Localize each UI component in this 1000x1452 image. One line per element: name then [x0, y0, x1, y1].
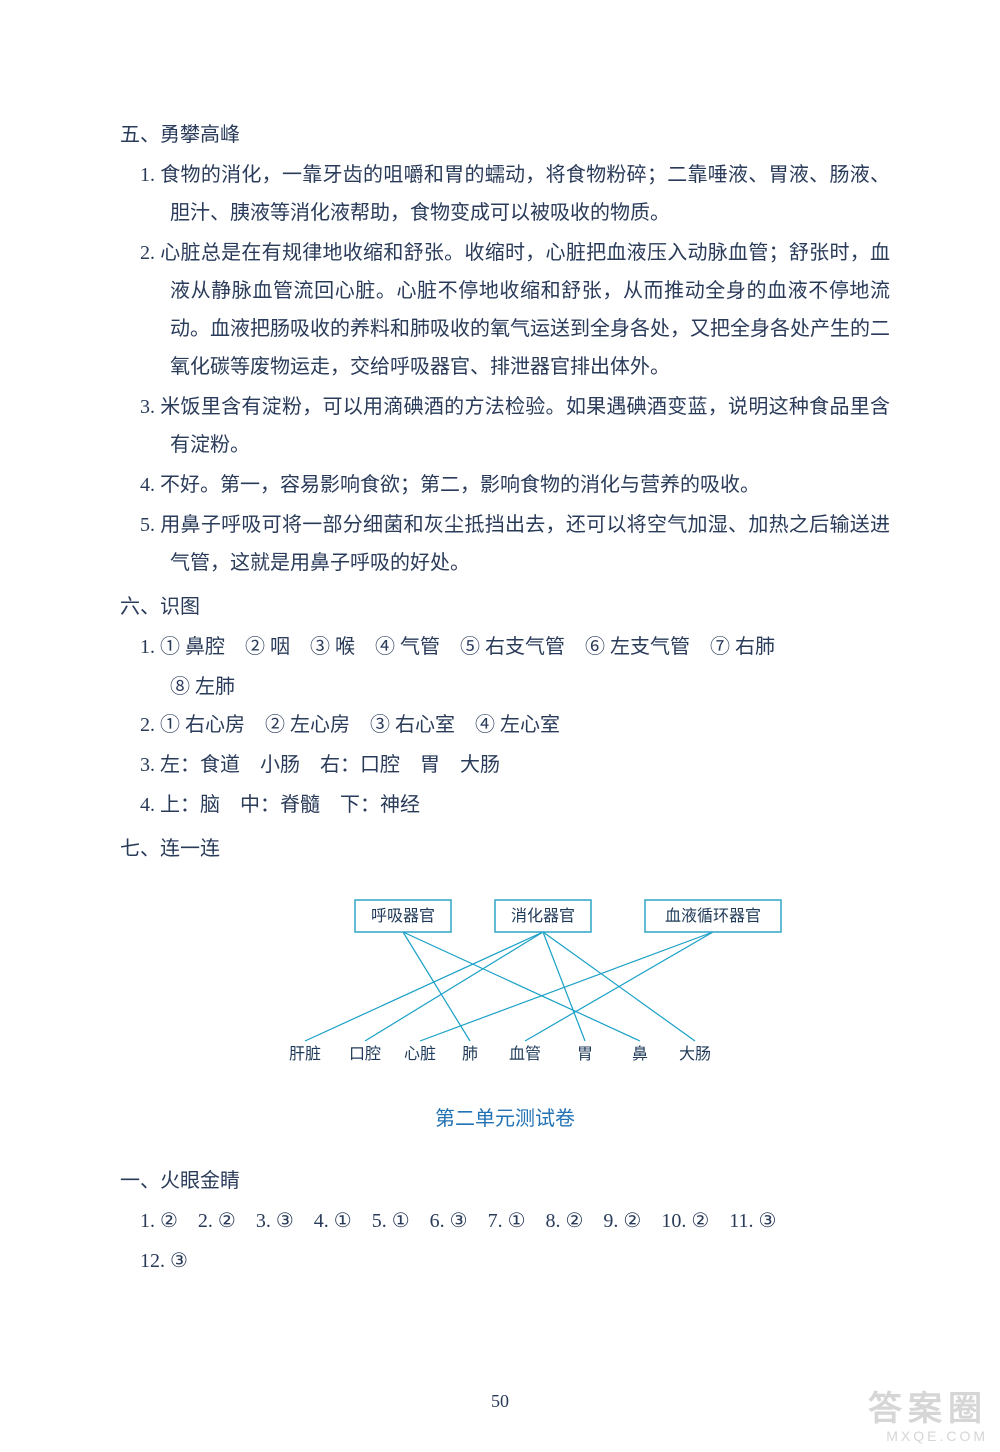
- section-seven-title: 七、连一连: [120, 830, 890, 868]
- six-item-1a: 1. ① 鼻腔 ② 咽 ③ 喉 ④ 气管 ⑤ 右支气管 ⑥ 左支气管 ⑦ 右肺: [120, 628, 890, 666]
- six-item-3: 3. 左：食道 小肠 右：口腔 胃 大肠: [120, 746, 890, 784]
- six-item-1b: ⑧ 左肺: [120, 668, 890, 706]
- diagram-bottom-label: 血管: [509, 1045, 541, 1063]
- five-item-3: 3. 米饭里含有淀粉，可以用滴碘酒的方法检验。如果遇碘酒变蓝，说明这种食品里含有…: [120, 388, 890, 464]
- diagram-bottom-label: 大肠: [679, 1045, 711, 1063]
- unit2-line2: 12. ③: [120, 1242, 890, 1280]
- diagram-top-label: 消化器官: [511, 907, 575, 925]
- watermark-line2: MXQE.COM: [868, 1429, 988, 1444]
- matching-diagram: 呼吸器官 消化器官 血液循环器官肝脏 口腔 心脏 肺 血管 胃 鼻 大肠: [225, 880, 785, 1080]
- diagram-bottom-label: 口腔: [349, 1045, 381, 1063]
- page-content: 五、勇攀高峰 1. 食物的消化，一靠牙齿的咀嚼和胃的蠕动，将食物粉碎；二靠唾液、…: [120, 110, 890, 1282]
- page-number: 50: [0, 1391, 1000, 1412]
- five-item-1: 1. 食物的消化，一靠牙齿的咀嚼和胃的蠕动，将食物粉碎；二靠唾液、胃液、肠液、胆…: [120, 156, 890, 232]
- matching-diagram-wrap: 呼吸器官 消化器官 血液循环器官肝脏 口腔 心脏 肺 血管 胃 鼻 大肠: [120, 880, 890, 1080]
- diagram-edge: [365, 932, 543, 1041]
- six-item-4: 4. 上：脑 中：脊髓 下：神经: [120, 786, 890, 824]
- diagram-bottom-label: 胃: [577, 1046, 593, 1063]
- diagram-top-label: 血液循环器官: [665, 907, 761, 925]
- section-six-title: 六、识图: [120, 588, 890, 626]
- diagram-bottom-label: 鼻: [632, 1045, 648, 1063]
- diagram-bottom-label: 心脏: [404, 1045, 436, 1063]
- watermark: 答案圈 MXQE.COM: [868, 1391, 988, 1444]
- diagram-edge: [403, 932, 640, 1041]
- five-item-4: 4. 不好。第一，容易影响食欲；第二，影响食物的消化与营养的吸收。: [120, 466, 890, 504]
- diagram-bottom-label: 肺: [462, 1045, 478, 1063]
- five-item-2: 2. 心脏总是在有规律地收缩和舒张。收缩时，心脏把血液压入动脉血管；舒张时，血液…: [120, 234, 890, 386]
- diagram-edge: [403, 932, 470, 1041]
- diagram-edge: [305, 932, 543, 1041]
- diagram-edge: [525, 932, 713, 1041]
- watermark-line1: 答案圈: [868, 1391, 988, 1428]
- diagram-top-label: 呼吸器官: [371, 907, 435, 925]
- unit2-title: 第二单元测试卷: [120, 1100, 890, 1138]
- section-five-title: 五、勇攀高峰: [120, 116, 890, 154]
- five-item-5: 5. 用鼻子呼吸可将一部分细菌和灰尘抵挡出去，还可以将空气加湿、加热之后输送进气…: [120, 506, 890, 582]
- unit2-section1-title: 一、火眼金睛: [120, 1162, 890, 1200]
- diagram-edge: [543, 932, 585, 1041]
- diagram-bottom-label: 肝脏: [289, 1045, 321, 1063]
- unit2-line1: 1. ② 2. ② 3. ③ 4. ① 5. ① 6. ③ 7. ① 8. ② …: [120, 1202, 890, 1240]
- six-item-2: 2. ① 右心房 ② 左心房 ③ 右心室 ④ 左心室: [120, 706, 890, 744]
